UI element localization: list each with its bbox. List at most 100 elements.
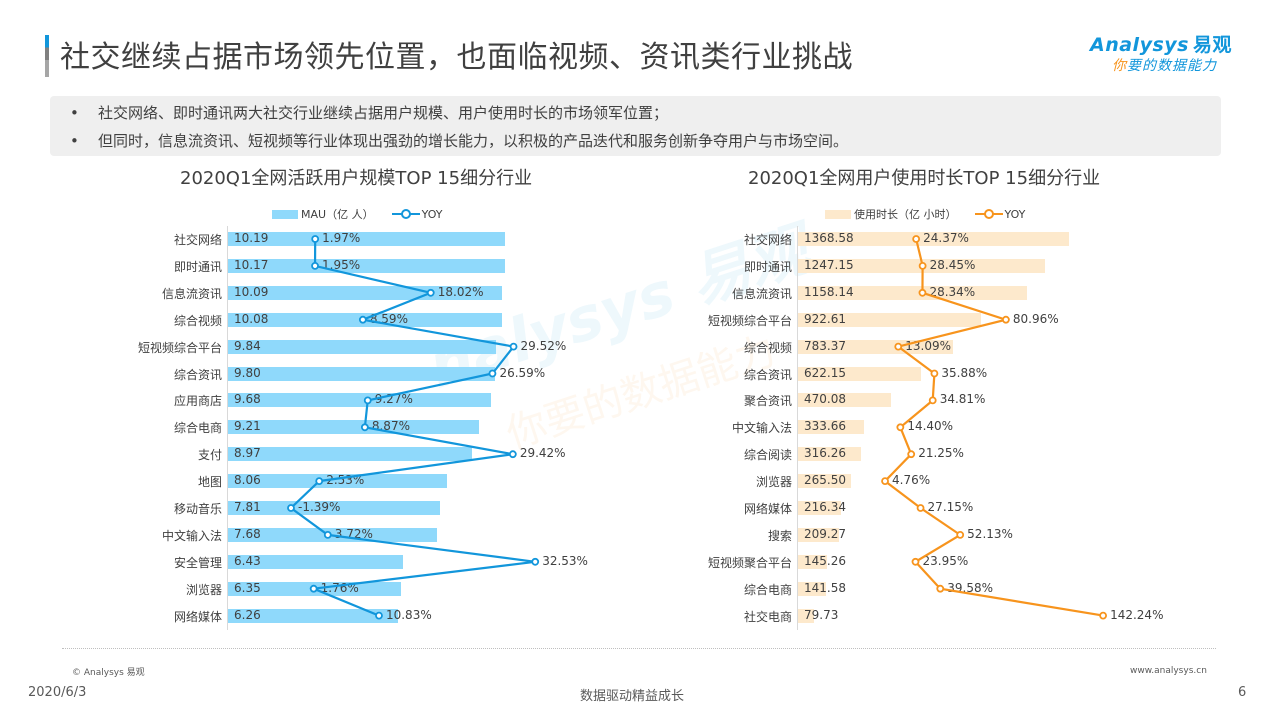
yoy-value-label: 18.02%: [437, 284, 484, 299]
yoy-value-label: 14.40%: [907, 419, 954, 434]
bar: [798, 474, 851, 489]
yoy-value-label: 1.97%: [322, 231, 361, 245]
yoy-marker: [930, 369, 939, 378]
yoy-marker: [311, 261, 319, 270]
bar: [798, 312, 981, 327]
logo-slogan-rest: 要的数据能力: [1127, 58, 1217, 74]
category-label: 移动音乐: [173, 502, 222, 516]
category-label: 浏览器: [185, 582, 222, 597]
bar-value-label: 145.26: [804, 553, 846, 568]
bar-value-label: 922.61: [804, 311, 846, 326]
yoy-value-label: 27.15%: [927, 500, 974, 514]
yoy-marker: [309, 584, 318, 593]
yoy-value-label: 10.83%: [385, 607, 432, 622]
page-number: 6: [1238, 685, 1247, 700]
category-label: 地图: [197, 475, 222, 490]
copyright: © Analysys 易观: [72, 668, 145, 678]
yoy-value-label: 142.24%: [1110, 607, 1164, 622]
yoy-marker: [928, 396, 937, 405]
time-chart-title: 2020Q1全网用户使用时长TOP 15细分行业: [748, 168, 1101, 189]
bar: [228, 608, 399, 623]
bar: [228, 339, 496, 354]
bar: [798, 366, 922, 381]
bar-value-label: 216.34: [804, 500, 846, 514]
bar: [798, 527, 840, 542]
bar-value-label: 9.84: [234, 338, 261, 353]
yoy-marker: [881, 477, 889, 486]
yoy-marker: [508, 450, 517, 459]
page-title: 社交继续占据市场领先位置，也面临视频、资讯类行业挑战: [60, 40, 853, 75]
bar-value-label: 6.43: [234, 553, 261, 568]
category-label: 聚合资讯: [743, 394, 792, 409]
bar-value-label: 9.21: [234, 419, 261, 434]
yoy-value-label: 29.52%: [520, 338, 567, 353]
bar: [228, 501, 441, 515]
bar-value-label: 6.26: [234, 607, 261, 622]
yoy-value-label: 28.34%: [929, 284, 976, 299]
yoy-marker: [531, 557, 540, 566]
bar-value-label: 1368.58: [804, 231, 854, 245]
bar: [798, 581, 827, 596]
bar-value-label: 622.15: [804, 365, 846, 380]
time-chart-legend: 使用时长（亿 小时） YOY: [825, 206, 1025, 222]
yoy-marker: [488, 369, 497, 378]
category-label: 综合视频: [173, 313, 222, 328]
title-accent-bar: [45, 35, 49, 77]
bar-value-label: 79.73: [804, 607, 839, 622]
yoy-value-label: 24.37%: [923, 231, 969, 245]
analysys-logo: Analysys 易观 你要的数据能力: [1090, 30, 1250, 75]
yoy-value-label: 23.95%: [922, 553, 969, 568]
bullet-item: • 社交网络、即时通讯两大社交行业继续占据用户规模、用户使用时长的市场领军位置；: [70, 99, 1221, 127]
yoy-marker: [509, 342, 518, 351]
legend-bar-swatch: [272, 209, 298, 219]
yoy-marker: [936, 584, 945, 593]
yoy-marker: [1002, 315, 1010, 324]
bar-value-label: 10.09: [234, 284, 269, 299]
category-label: 中文输入法: [731, 421, 792, 436]
category-label: 综合视频: [743, 340, 792, 355]
category-label: 搜索: [767, 528, 792, 543]
bar-value-label: 209.27: [804, 526, 846, 541]
category-label: 信息流资讯: [731, 286, 792, 301]
bar-value-label: 7.81: [234, 500, 261, 514]
bar: [798, 447, 861, 462]
yoy-marker: [916, 504, 925, 512]
category-label: 即时通讯: [173, 259, 222, 274]
bar-value-label: 141.58: [804, 580, 846, 595]
bullet-text: 社交网络、即时通讯两大社交行业继续占据用户规模、用户使用时长的市场领军位置；: [98, 104, 669, 122]
bar: [798, 232, 1069, 246]
category-label: 综合电商: [743, 582, 792, 597]
yoy-value-label: 34.81%: [939, 392, 986, 407]
yoy-value-label: 4.76%: [892, 473, 931, 488]
yoy-value-label: 1.95%: [322, 257, 361, 272]
bar-value-label: 6.35: [234, 580, 261, 595]
yoy-value-label: 28.45%: [929, 257, 976, 272]
bullet-marker: •: [70, 104, 79, 122]
yoy-marker: [315, 477, 324, 486]
bar-value-label: 265.50: [804, 473, 846, 488]
bar: [798, 608, 814, 623]
bar: [228, 393, 492, 408]
category-label: 浏览器: [755, 475, 792, 490]
bar: [798, 393, 892, 408]
bullet-text: 但同时，信息流资讯、短视频等行业体现出强劲的增长能力，以积极的产品迭代和服务创新…: [98, 132, 849, 150]
bar: [798, 554, 827, 569]
legend-bar-swatch: [825, 209, 851, 219]
yoy-marker: [363, 396, 372, 405]
legend-line-swatch: [391, 209, 420, 219]
logo-slogan-first: 你: [1112, 58, 1127, 74]
yoy-marker: [911, 557, 920, 566]
bullet-item: • 但同时，信息流资讯、短视频等行业体现出强劲的增长能力，以积极的产品迭代和服务创…: [70, 127, 1221, 155]
category-label: 综合资讯: [743, 367, 792, 382]
yoy-line: [289, 238, 536, 617]
yoy-value-label: 29.42%: [519, 446, 566, 461]
bar: [798, 285, 1028, 300]
footer-divider: [62, 648, 1216, 649]
yoy-marker: [375, 611, 383, 620]
category-label: 社交电商: [743, 609, 792, 624]
yoy-marker: [894, 342, 903, 351]
bar: [798, 501, 841, 515]
bullet-marker: •: [70, 132, 79, 150]
logo-en: Analysys: [1090, 34, 1189, 56]
